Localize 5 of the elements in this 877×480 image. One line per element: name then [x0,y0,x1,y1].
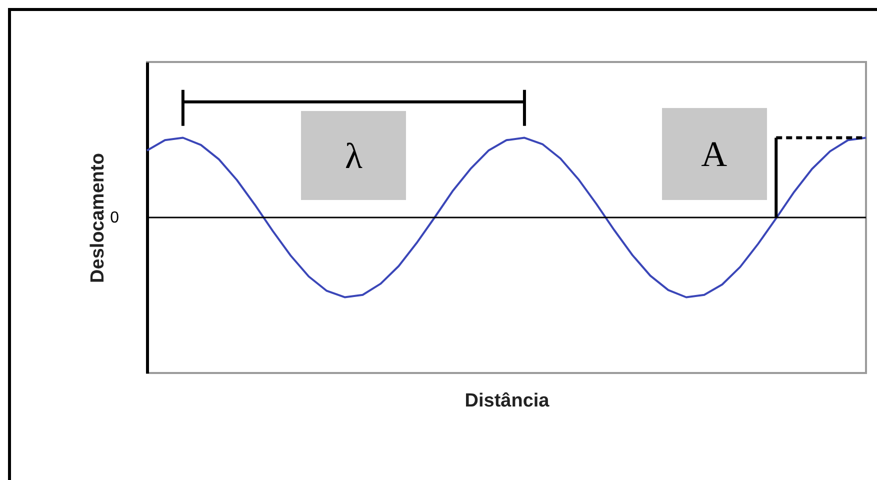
ref-line-label: 0 [110,210,120,226]
annotation: A [662,108,767,200]
annotation: λ [301,111,406,200]
y-axis-title: Deslocamento [88,153,108,283]
x-axis-title: Distância [464,390,550,412]
